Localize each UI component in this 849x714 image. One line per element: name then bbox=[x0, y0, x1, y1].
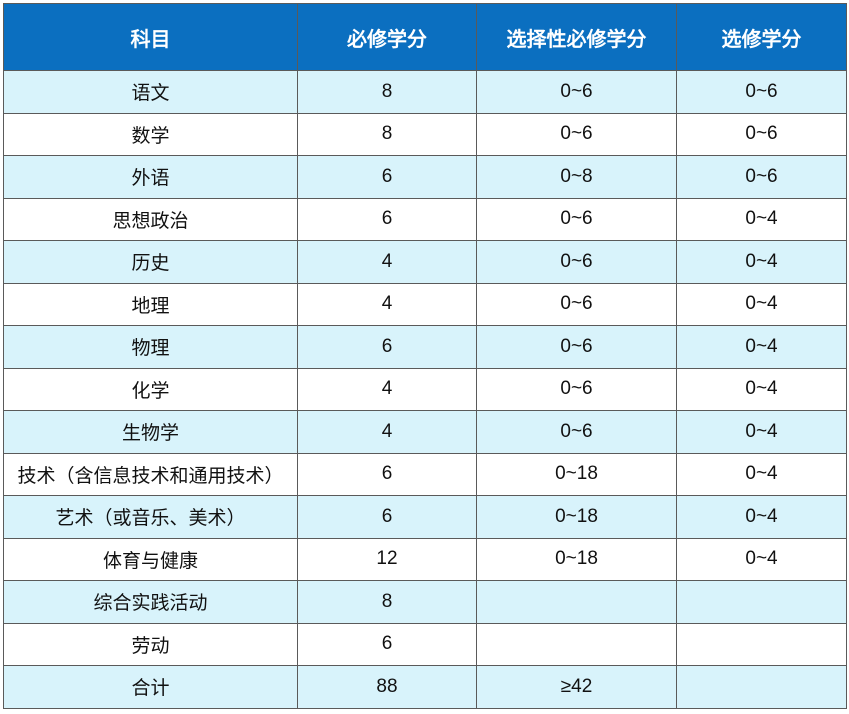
table-cell: 0~6 bbox=[676, 112, 847, 156]
table-cell: 0~4 bbox=[676, 197, 847, 241]
table-cell: 外语 bbox=[3, 155, 298, 199]
table-cell: 4 bbox=[297, 240, 477, 284]
table-cell: 0~6 bbox=[676, 155, 847, 199]
table-cell: 0~18 bbox=[476, 495, 677, 539]
table-cell: 0~4 bbox=[676, 240, 847, 284]
table-cell: 语文 bbox=[3, 70, 298, 114]
table-cell: 6 bbox=[297, 452, 477, 496]
empty-cell bbox=[476, 622, 677, 666]
table-cell: 0~6 bbox=[476, 367, 677, 411]
table-cell: 0~6 bbox=[476, 410, 677, 454]
table-cell: 8 bbox=[297, 112, 477, 156]
table-cell: 思想政治 bbox=[3, 197, 298, 241]
header-cell: 必修学分 bbox=[297, 3, 477, 71]
table-cell: 88 bbox=[297, 665, 477, 709]
table-cell: 0~4 bbox=[676, 537, 847, 581]
table-cell: 劳动 bbox=[3, 622, 298, 666]
empty-cell bbox=[676, 580, 847, 624]
table-cell: 12 bbox=[297, 537, 477, 581]
table-cell: 0~6 bbox=[476, 325, 677, 369]
table-cell: 化学 bbox=[3, 367, 298, 411]
table-row: 综合实践活动 8 bbox=[3, 580, 847, 624]
table-row: 地理 4 0~6 0~4 bbox=[3, 282, 847, 326]
table-cell: 0~4 bbox=[676, 495, 847, 539]
table-cell: 数学 bbox=[3, 112, 298, 156]
table-row: 合计 88 ≥42 bbox=[3, 665, 847, 709]
table-cell: 4 bbox=[297, 410, 477, 454]
table-cell: 0~6 bbox=[676, 70, 847, 114]
table-row: 物理 6 0~6 0~4 bbox=[3, 325, 847, 369]
table-cell: 0~6 bbox=[476, 197, 677, 241]
table-cell: 6 bbox=[297, 325, 477, 369]
table-cell: 合计 bbox=[3, 665, 298, 709]
table-cell: 0~4 bbox=[676, 325, 847, 369]
empty-cell bbox=[476, 580, 677, 624]
credit-table: 科目 必修学分 选择性必修学分 选修学分 语文 8 0~6 0~6 数学 8 0~6 0~6 外语 6 0… bbox=[3, 3, 847, 709]
table-cell: 0~6 bbox=[476, 240, 677, 284]
table-cell: 0~8 bbox=[476, 155, 677, 199]
empty-cell bbox=[676, 622, 847, 666]
table-row: 艺术（或音乐、美术） 6 0~18 0~4 bbox=[3, 495, 847, 539]
table-cell: 0~18 bbox=[476, 452, 677, 496]
table-cell: 4 bbox=[297, 282, 477, 326]
table-row: 劳动 6 bbox=[3, 622, 847, 666]
table-cell: 0~4 bbox=[676, 452, 847, 496]
table-body: 语文 8 0~6 0~6 数学 8 0~6 0~6 外语 6 0~8 0~6 思想政治 6 0~6 0~4 历史… bbox=[3, 70, 847, 709]
header-cell: 选修学分 bbox=[676, 3, 847, 71]
header-cell: 选择性必修学分 bbox=[476, 3, 677, 71]
table-cell: 8 bbox=[297, 70, 477, 114]
header-row: 科目 必修学分 选择性必修学分 选修学分 bbox=[3, 3, 847, 71]
table-row: 外语 6 0~8 0~6 bbox=[3, 155, 847, 199]
table-cell: 6 bbox=[297, 155, 477, 199]
table-cell: 0~4 bbox=[676, 410, 847, 454]
table-row: 生物学 4 0~6 0~4 bbox=[3, 410, 847, 454]
empty-cell bbox=[676, 665, 847, 709]
table-cell: 0~18 bbox=[476, 537, 677, 581]
table-cell: 0~6 bbox=[476, 70, 677, 114]
table-cell: 生物学 bbox=[3, 410, 298, 454]
table-cell: 4 bbox=[297, 367, 477, 411]
table-row: 思想政治 6 0~6 0~4 bbox=[3, 197, 847, 241]
table-row: 技术（含信息技术和通用技术） 6 0~18 0~4 bbox=[3, 452, 847, 496]
table-cell: 技术（含信息技术和通用技术） bbox=[3, 452, 298, 496]
table-cell: 地理 bbox=[3, 282, 298, 326]
table-cell: 6 bbox=[297, 197, 477, 241]
table-row: 历史 4 0~6 0~4 bbox=[3, 240, 847, 284]
table-cell: 物理 bbox=[3, 325, 298, 369]
table-cell: 6 bbox=[297, 622, 477, 666]
table-cell: 0~4 bbox=[676, 367, 847, 411]
table-cell: 8 bbox=[297, 580, 477, 624]
table-row: 数学 8 0~6 0~6 bbox=[3, 112, 847, 156]
table-row: 语文 8 0~6 0~6 bbox=[3, 70, 847, 114]
table-cell: ≥42 bbox=[476, 665, 677, 709]
table-row: 体育与健康 12 0~18 0~4 bbox=[3, 537, 847, 581]
table-cell: 历史 bbox=[3, 240, 298, 284]
table-cell: 0~4 bbox=[676, 282, 847, 326]
table-cell: 0~6 bbox=[476, 112, 677, 156]
table-cell: 0~6 bbox=[476, 282, 677, 326]
table-cell: 艺术（或音乐、美术） bbox=[3, 495, 298, 539]
table-cell: 综合实践活动 bbox=[3, 580, 298, 624]
table-cell: 6 bbox=[297, 495, 477, 539]
table-row: 化学 4 0~6 0~4 bbox=[3, 367, 847, 411]
table-cell: 体育与健康 bbox=[3, 537, 298, 581]
header-cell: 科目 bbox=[3, 3, 298, 71]
